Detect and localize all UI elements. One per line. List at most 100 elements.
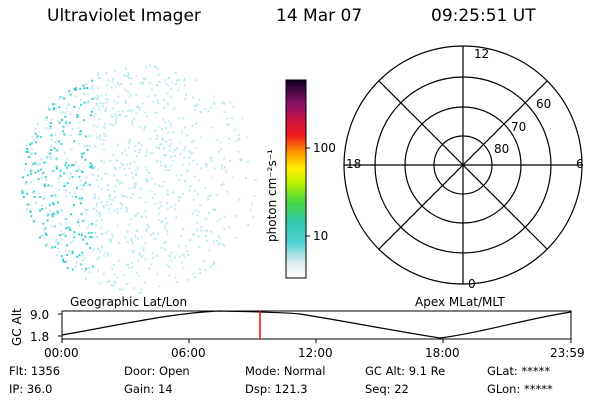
uv-pixel (113, 190, 116, 193)
uv-pixel (157, 101, 160, 104)
uv-pixel (94, 145, 97, 148)
uv-pixel (188, 189, 191, 192)
uv-pixel (135, 94, 138, 96)
uv-pixel (101, 232, 103, 235)
uv-pixel (232, 105, 235, 108)
uv-pixel (219, 148, 222, 151)
uv-pixel (118, 83, 120, 86)
uv-pixel (151, 151, 154, 154)
uv-pixel (154, 202, 157, 205)
uv-pixel (97, 87, 100, 90)
uv-pixel (203, 108, 206, 110)
uv-pixel (133, 160, 136, 163)
uv-pixel (118, 288, 121, 291)
uv-pixel (103, 254, 106, 257)
uv-pixel (180, 174, 183, 177)
uv-pixel (173, 256, 176, 259)
uv-pixel (113, 99, 116, 102)
uv-pixel (119, 83, 122, 85)
uv-pixel (158, 184, 161, 187)
uv-pixel (169, 255, 171, 258)
uv-pixel (192, 139, 195, 142)
uv-pixel (54, 245, 57, 248)
uv-pixel (186, 134, 189, 137)
uv-pixel (181, 131, 184, 134)
uv-pixel (189, 185, 192, 188)
uv-pixel (65, 157, 68, 160)
uv-pixel (99, 137, 101, 140)
uv-pixel (132, 249, 135, 252)
uv-pixel (50, 127, 53, 130)
uv-pixel (93, 124, 96, 127)
uv-pixel (168, 149, 171, 152)
uv-pixel (136, 229, 139, 232)
uv-pixel (164, 217, 167, 220)
uv-pixel (193, 275, 196, 278)
uv-pixel (100, 201, 103, 204)
uv-pixel (69, 241, 72, 244)
uv-pixel (136, 105, 139, 108)
uv-pixel (190, 141, 193, 144)
uv-pixel (166, 189, 169, 192)
uv-pixel (27, 149, 30, 152)
uv-pixel (236, 139, 239, 142)
uv-pixel (32, 163, 35, 166)
uv-pixel (116, 143, 119, 146)
uv-pixel (124, 99, 127, 102)
uv-pixel (114, 122, 117, 125)
uv-pixel (143, 128, 146, 131)
uv-pixel (51, 185, 53, 188)
uv-pixel (148, 267, 151, 270)
uv-pixel (103, 161, 106, 164)
uv-pixel (226, 190, 229, 193)
uv-pixel (180, 235, 183, 238)
uv-pixel (134, 184, 137, 187)
uv-pixel (25, 208, 28, 211)
uv-pixel (135, 74, 138, 77)
uv-pixel (107, 184, 109, 187)
uv-pixel (44, 176, 47, 179)
uv-pixel (197, 210, 200, 213)
uv-pixel (108, 195, 111, 198)
uv-pixel (31, 135, 34, 138)
uv-pixel (63, 97, 66, 100)
uv-pixel (26, 203, 29, 206)
uv-pixel (210, 176, 213, 179)
uv-pixel (180, 261, 183, 264)
uv-pixel (209, 194, 212, 197)
uv-pixel (192, 159, 195, 162)
uv-pixel (115, 85, 118, 88)
uv-pixel (228, 137, 231, 140)
uv-pixel (62, 125, 65, 128)
uv-pixel (95, 179, 98, 182)
uv-pixel (32, 219, 35, 222)
uv-pixel (130, 77, 133, 80)
door-value: Door: Open (124, 364, 190, 378)
uv-pixel (112, 123, 115, 126)
uv-pixel (213, 240, 215, 243)
lat-label-80: 80 (494, 142, 510, 156)
uv-pixel (72, 203, 75, 206)
uv-pixel (75, 187, 78, 190)
glat-value: GLat: ***** (487, 364, 551, 378)
uv-pixel (37, 169, 40, 172)
uv-pixel (44, 127, 47, 129)
uv-pixel (158, 73, 161, 76)
uv-pixel (170, 155, 172, 158)
uv-pixel (175, 174, 178, 177)
uv-pixel (30, 142, 33, 145)
polar-grid (343, 45, 583, 285)
uv-pixel (106, 98, 109, 101)
uv-pixel (65, 166, 68, 169)
uv-pixel (143, 281, 146, 284)
uv-pixel (165, 230, 168, 233)
uv-pixel (34, 127, 37, 130)
uv-pixel (97, 105, 100, 108)
uv-pixel (155, 145, 158, 148)
uv-pixel (152, 100, 155, 103)
uv-pixel (164, 164, 166, 167)
uv-pixel (39, 136, 42, 139)
uv-pixel (25, 150, 28, 153)
uv-pixel (136, 271, 139, 274)
